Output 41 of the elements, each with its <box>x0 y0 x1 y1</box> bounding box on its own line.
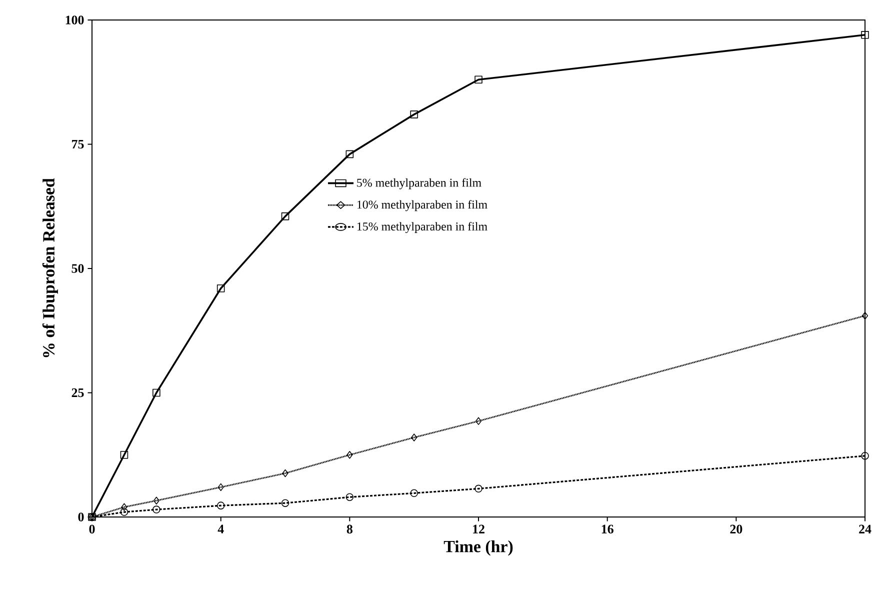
x-tick-label: 0 <box>89 524 95 534</box>
point <box>121 503 128 511</box>
point <box>346 150 354 158</box>
point <box>120 450 128 459</box>
point <box>346 450 353 459</box>
point <box>218 483 224 492</box>
point <box>120 508 128 516</box>
point <box>861 452 869 460</box>
legend-label: 15% methylparaben in film <box>357 222 488 233</box>
x-tick-label: 4 <box>218 524 224 534</box>
point <box>474 484 482 493</box>
x-tick-label: 20 <box>730 524 742 534</box>
point <box>281 212 290 220</box>
point <box>861 31 869 39</box>
point <box>410 110 418 118</box>
point <box>281 499 290 507</box>
x-tick-label: 24 <box>859 524 872 534</box>
point <box>216 502 225 510</box>
point <box>152 388 160 397</box>
point <box>411 434 418 442</box>
point <box>862 312 868 320</box>
point <box>152 506 160 514</box>
legend-label: 5% methylparaben in film <box>357 178 482 190</box>
x-axis-title: Time (hr) <box>444 540 513 556</box>
point <box>410 489 418 498</box>
x-tick-label: 8 <box>346 524 352 534</box>
point <box>282 469 288 478</box>
point <box>153 496 160 504</box>
y-tick-label: 50 <box>72 264 84 273</box>
x-tick-label: 16 <box>602 524 614 534</box>
x-tick-label: 12 <box>473 524 484 534</box>
point <box>216 284 225 292</box>
point <box>474 76 482 84</box>
point <box>475 417 482 425</box>
y-tick-label: 25 <box>72 388 84 398</box>
y-axis-title: % of Ibuprofen Released <box>42 178 58 358</box>
point <box>346 493 354 502</box>
legend-label: 10% methylparaben in film <box>357 200 488 212</box>
y-tick-label: 0 <box>78 512 84 522</box>
y-tick-label: 75 <box>72 140 84 149</box>
y-tick-label: 100 <box>66 16 84 24</box>
